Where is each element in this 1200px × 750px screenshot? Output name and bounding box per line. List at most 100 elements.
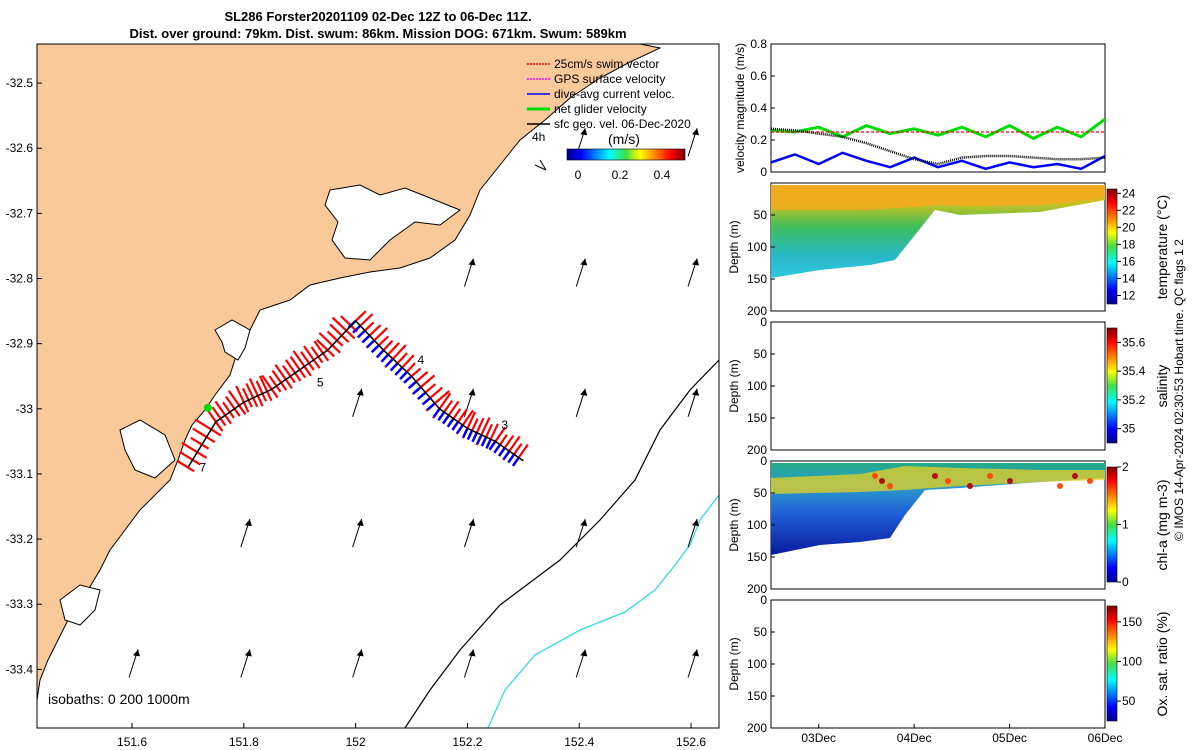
swim-vector xyxy=(326,330,344,347)
depth-y-tick-label: 50 xyxy=(754,347,768,361)
track-line xyxy=(187,319,524,468)
current-vector xyxy=(446,417,455,428)
geo-velocity-arrowhead xyxy=(580,519,588,527)
map-x-tick-label: 151.8 xyxy=(229,735,259,749)
chla-high-point xyxy=(879,478,885,484)
swim-vector xyxy=(274,364,293,389)
swim-vector xyxy=(300,351,315,371)
current-vector xyxy=(412,386,422,395)
current-vector xyxy=(432,408,441,418)
oxygen-axes-box xyxy=(770,599,1106,729)
velocity-y-tick-label: 0.4 xyxy=(750,101,767,115)
current-vector xyxy=(437,411,446,421)
current-vector xyxy=(442,414,450,425)
temperature-warm-layer xyxy=(771,185,1105,210)
velocity-y-ticks: 0 0.2 0.4 0.6 0.8 xyxy=(750,37,775,179)
salinity-colorbar xyxy=(1106,327,1118,444)
oxygen-colorbar xyxy=(1106,605,1118,722)
map-y-tick-label: -33.1 xyxy=(6,467,34,481)
swim-vector xyxy=(261,374,279,399)
current-vector xyxy=(389,362,399,372)
track-day-label: 4 xyxy=(418,353,425,367)
figure-title-line1: SL286 Forster20201109 02-Dec 12Z to 06-D… xyxy=(224,9,531,24)
swim-vector xyxy=(235,385,250,413)
temperature-panel: 50 100 150 200 24 22 20 18 16 14 12 Depth (m) tem… xyxy=(727,182,1170,318)
salinity-colorbar-ticks: 35.6 35.4 35.2 35 xyxy=(1117,335,1146,436)
geo-velocity-arrowhead xyxy=(692,388,700,396)
isobath-caption: isobaths: 0 200 1000m xyxy=(48,691,190,707)
swim-vector xyxy=(245,382,259,408)
legend-item-swim: 25cm/s swim vector xyxy=(554,57,659,71)
colorbar-tick-label: 12 xyxy=(1122,288,1136,302)
current-vector xyxy=(352,324,362,334)
depth-y-tick-label: 100 xyxy=(747,240,767,254)
colorbar-tick-label: 1 xyxy=(1122,518,1129,532)
chla-panel: 0 50 100 150 200 2 1 0 Depth (m) chl-a (mg m-3… xyxy=(727,454,1170,596)
swim-vector xyxy=(227,390,247,416)
geo-velocity-vectors xyxy=(128,128,700,678)
geo-velocity-arrowhead xyxy=(468,258,476,266)
chla-max-layer xyxy=(771,466,1105,494)
map-x-ticks: 151.6 151.8 152 152.2 152.4 152.6 xyxy=(117,723,706,749)
swim-vector xyxy=(292,350,312,377)
track-day-label: 3 xyxy=(501,418,508,432)
colorbar-tick-label: 35.2 xyxy=(1122,393,1146,407)
swim-vector xyxy=(282,364,296,384)
swim-vector xyxy=(181,441,208,459)
map-lake-2 xyxy=(214,319,251,361)
current-vector xyxy=(366,339,376,349)
colorbar-tick-label: 18 xyxy=(1122,237,1136,251)
colorbar-tick-label: 35.6 xyxy=(1122,335,1146,349)
geo-velocity-arrowhead xyxy=(356,519,364,527)
depth-y-tick-label: 200 xyxy=(747,304,767,318)
current-vector xyxy=(426,402,436,411)
map-y-tick-label: -32.8 xyxy=(6,272,34,286)
map-colorbar-label: (m/s) xyxy=(608,131,640,147)
geo-velocity-arrowhead xyxy=(580,128,588,136)
velocity-y-tick-label: 0.8 xyxy=(750,37,767,51)
chla-colorbar xyxy=(1106,466,1118,583)
current-vector xyxy=(502,450,511,461)
geo-velocity-arrowhead xyxy=(133,649,141,657)
map-x-tick-label: 152.2 xyxy=(452,735,482,749)
legend-item-geo: sfc geo. vel. 06-Dec-2020 xyxy=(554,117,691,131)
colorbar-tick-label: 24 xyxy=(1122,186,1136,200)
colorbar-tick-label: 35.4 xyxy=(1122,364,1146,378)
colorbar-tick-label: 35 xyxy=(1122,422,1136,436)
velocity-series xyxy=(770,117,1106,171)
depth-y-tick-label: 150 xyxy=(747,689,767,703)
map-colorbar-tick-2: 0.4 xyxy=(654,168,671,182)
temperature-ylabel: Depth (m) xyxy=(727,220,741,273)
velocity-panel: 0 0.2 0.4 0.6 0.8 velocity magnitude (m/s) xyxy=(733,37,1106,179)
chla-high-point xyxy=(987,473,993,479)
oxygen-x-tick-label: 03Dec xyxy=(801,731,836,745)
map-colorbar xyxy=(566,148,686,161)
current-vector xyxy=(511,456,520,467)
swim-vector xyxy=(242,387,253,408)
geo-velocity-arrowhead xyxy=(692,519,700,527)
swim-vector xyxy=(214,400,232,425)
imos-credit: © IMOS 14-Apr-2024 02:30:53 Hobart time.… xyxy=(1172,239,1186,541)
geo-velocity-arrowhead xyxy=(468,388,476,396)
depth-y-tick-label: 50 xyxy=(754,208,768,222)
swim-vector xyxy=(271,369,288,391)
map-y-tick-label: -33.3 xyxy=(6,597,34,611)
current-vector xyxy=(421,396,431,406)
oxygen-panel: 0 50 100 150 200 150 100 50 03Dec 04Dec 05Dec 06D… xyxy=(727,593,1170,745)
current-vector xyxy=(399,371,408,381)
colorbar-tick-label: 0 xyxy=(1122,575,1129,589)
geo-velocity-arrowhead xyxy=(244,649,252,657)
legend-scale-arrow xyxy=(534,159,547,171)
chla-high-point xyxy=(1007,478,1013,484)
current-vector xyxy=(493,443,502,454)
temperature-colorbar xyxy=(1106,188,1118,305)
chla-high-point xyxy=(872,473,878,479)
current-vector xyxy=(507,453,516,464)
track-day-label: 7 xyxy=(200,460,207,474)
depth-y-tick-label: 0 xyxy=(760,315,767,329)
isobath-200m xyxy=(404,359,719,728)
swim-vector xyxy=(313,340,330,362)
colorbar-tick-label: 22 xyxy=(1122,203,1136,217)
current-vector xyxy=(380,353,390,363)
